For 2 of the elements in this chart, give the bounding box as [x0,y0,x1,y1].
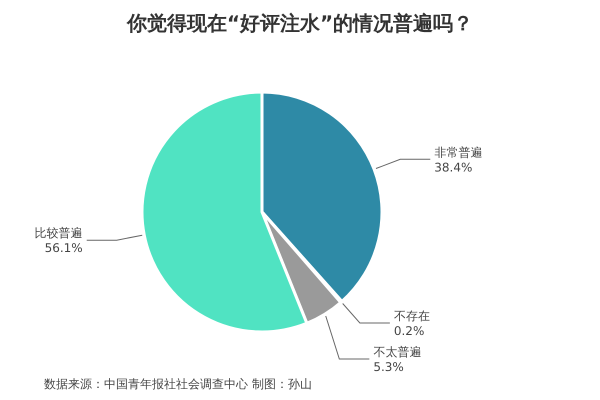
title: 你觉得现在“好评注水”的情况普遍吗？ [126,11,474,35]
annotation: 数据来源：中国青年报社社会调查中心 制图：孙山 [44,377,312,391]
